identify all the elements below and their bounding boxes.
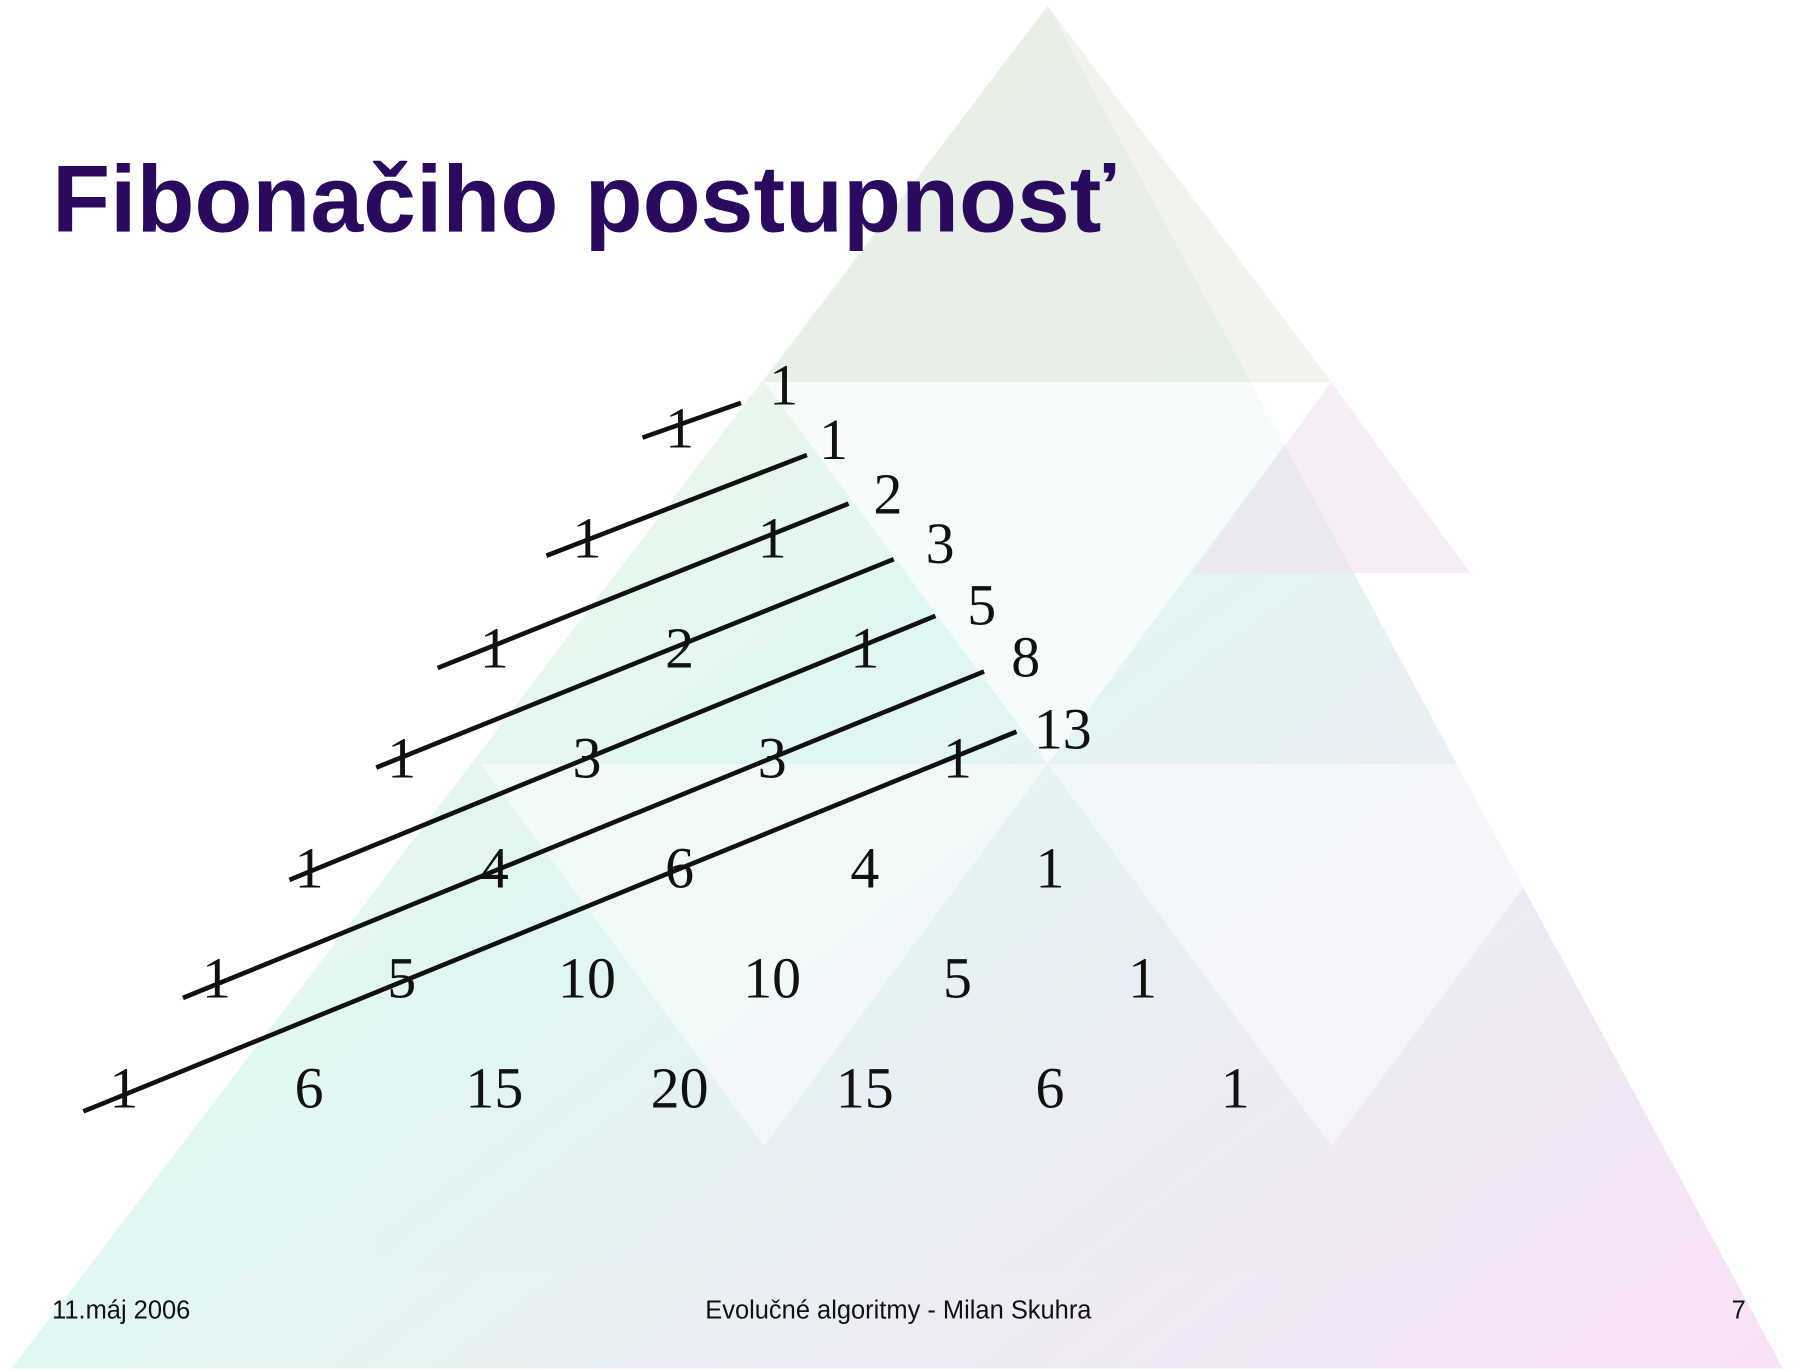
triangle-number: 3 — [572, 725, 601, 790]
triangle-number: 1 — [943, 725, 972, 790]
triangle-number: 20 — [651, 1055, 709, 1120]
triangle-number: 1 — [480, 615, 509, 680]
fibonacci-number: 2 — [873, 461, 902, 526]
triangle-number: 1 — [1128, 945, 1157, 1010]
triangle-number: 3 — [758, 725, 787, 790]
triangle-number: 15 — [836, 1055, 894, 1120]
triangle-number: 1 — [202, 945, 231, 1010]
fibonacci-number: 13 — [1034, 696, 1092, 761]
diagonal-line — [82, 729, 1018, 1114]
diagonal-line — [182, 669, 985, 1001]
slide-title: Fibonačiho postupnosť — [52, 147, 1116, 253]
footer-center: Evolučné algoritmy - Milan Skuhra — [705, 1296, 1092, 1324]
triangle-number: 4 — [480, 835, 509, 900]
diagonal-lines — [82, 400, 1018, 1114]
fibonacci-number: 1 — [819, 407, 848, 472]
triangle-number: 1 — [109, 1055, 138, 1120]
triangle-number: 15 — [465, 1055, 523, 1120]
triangle-number: 10 — [743, 945, 801, 1010]
triangle-number: 1 — [295, 835, 324, 900]
triangle-number: 1 — [1221, 1055, 1250, 1120]
fibonacci-number: 1 — [769, 353, 798, 418]
triangle-number: 1 — [572, 505, 601, 570]
triangle-number: 5 — [387, 945, 416, 1010]
footer-date: 11.máj 2006 — [52, 1296, 190, 1324]
diagonal-line — [641, 400, 742, 440]
diagonal-line — [545, 452, 808, 558]
triangle-number: 6 — [665, 835, 694, 900]
triangle-number: 10 — [558, 945, 616, 1010]
triangle-number: 1 — [665, 395, 694, 460]
fibonacci-number: 5 — [967, 573, 996, 638]
fibonacci-number: 3 — [926, 511, 955, 576]
diagonal-line — [288, 613, 937, 883]
footer-page: 7 — [1732, 1296, 1746, 1324]
diagonal-line — [436, 501, 850, 671]
triangle-number: 1 — [1036, 835, 1065, 900]
triangle-number: 2 — [665, 615, 694, 680]
fibonacci-number: 8 — [1011, 625, 1040, 690]
background-pyramid — [11, 5, 1783, 1369]
triangle-number: 6 — [1036, 1055, 1065, 1120]
pascal-triangle: 11 11 2 11 3 3 11 4 6 4 11 5 10 10 5 11 6 15 20 15 6 1 — [109, 395, 1249, 1120]
triangle-number: 5 — [943, 945, 972, 1010]
triangle-number: 1 — [387, 725, 416, 790]
triangle-number: 4 — [850, 835, 879, 900]
triangle-number: 1 — [758, 505, 787, 570]
diagonal-line — [375, 557, 895, 770]
triangle-number: 1 — [850, 615, 879, 680]
triangle-number: 6 — [295, 1055, 324, 1120]
